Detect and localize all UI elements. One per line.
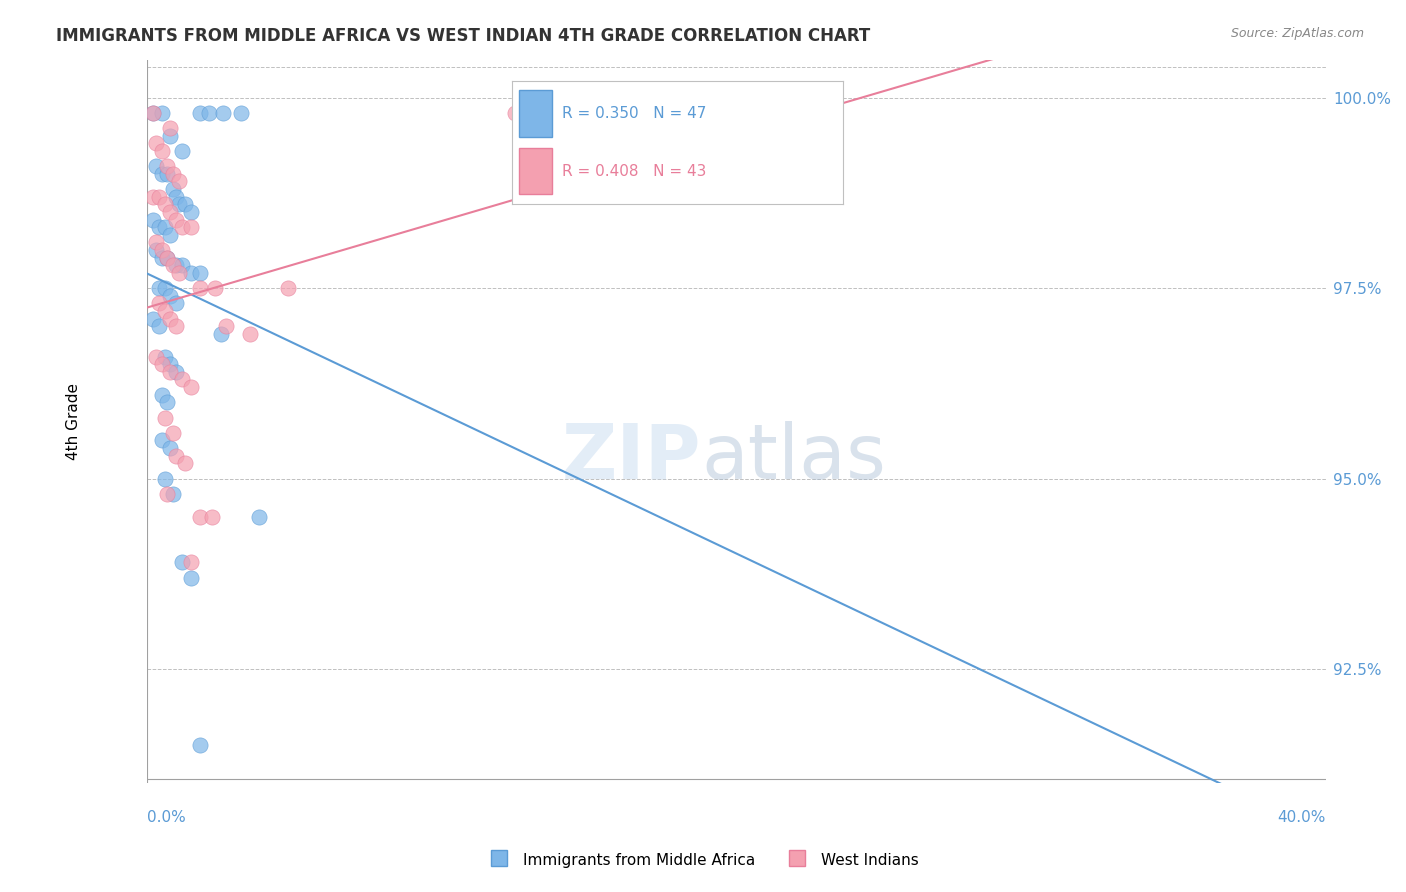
Point bbox=[142, 212, 165, 227]
Point bbox=[162, 425, 184, 440]
Point bbox=[148, 190, 170, 204]
Text: IMMIGRANTS FROM MIDDLE AFRICA VS WEST INDIAN 4TH GRADE CORRELATION CHART: IMMIGRANTS FROM MIDDLE AFRICA VS WEST IN… bbox=[56, 27, 870, 45]
Point bbox=[172, 144, 194, 158]
Point bbox=[277, 281, 299, 295]
Point bbox=[156, 159, 179, 173]
Point bbox=[145, 243, 167, 257]
Point bbox=[150, 167, 173, 181]
Point bbox=[172, 258, 194, 272]
Point bbox=[156, 487, 179, 501]
Text: 0.0%: 0.0% bbox=[146, 810, 186, 825]
Point bbox=[153, 197, 176, 211]
Point bbox=[142, 190, 165, 204]
Point bbox=[651, 121, 673, 136]
Point bbox=[150, 251, 173, 265]
Point bbox=[169, 197, 191, 211]
Point bbox=[201, 509, 224, 524]
Point bbox=[148, 281, 170, 295]
Point bbox=[153, 471, 176, 485]
Point bbox=[172, 372, 194, 386]
Point bbox=[159, 128, 181, 143]
Text: 4th Grade: 4th Grade bbox=[66, 383, 80, 460]
Point bbox=[169, 174, 191, 188]
Point bbox=[188, 266, 211, 280]
Point bbox=[247, 509, 270, 524]
Point bbox=[215, 319, 238, 334]
Point bbox=[231, 106, 253, 120]
Point bbox=[145, 350, 167, 364]
Point bbox=[204, 281, 226, 295]
Text: Source: ZipAtlas.com: Source: ZipAtlas.com bbox=[1230, 27, 1364, 40]
Point bbox=[165, 319, 187, 334]
Point bbox=[180, 266, 202, 280]
Point bbox=[150, 106, 173, 120]
Point bbox=[180, 570, 202, 584]
Point bbox=[159, 441, 181, 455]
Point bbox=[169, 266, 191, 280]
Point bbox=[142, 311, 165, 326]
Point bbox=[145, 136, 167, 151]
Point bbox=[150, 357, 173, 371]
Point bbox=[212, 106, 235, 120]
Text: atlas: atlas bbox=[702, 420, 886, 494]
Point bbox=[188, 738, 211, 752]
Point bbox=[172, 555, 194, 569]
Point bbox=[159, 357, 181, 371]
Point bbox=[239, 326, 262, 341]
Point bbox=[188, 106, 211, 120]
Point bbox=[188, 509, 211, 524]
Point bbox=[153, 281, 176, 295]
Point bbox=[148, 220, 170, 235]
Point bbox=[153, 350, 176, 364]
Point bbox=[150, 434, 173, 448]
Point bbox=[142, 106, 165, 120]
Point bbox=[162, 258, 184, 272]
Point bbox=[153, 304, 176, 318]
Point bbox=[153, 410, 176, 425]
Point bbox=[165, 296, 187, 310]
Point bbox=[159, 121, 181, 136]
Legend: Immigrants from Middle Africa, West Indians: Immigrants from Middle Africa, West Indi… bbox=[479, 844, 927, 875]
Point bbox=[172, 220, 194, 235]
Point bbox=[159, 365, 181, 379]
Point bbox=[150, 388, 173, 402]
Point bbox=[156, 395, 179, 409]
Point bbox=[148, 296, 170, 310]
Point bbox=[148, 319, 170, 334]
Point bbox=[156, 167, 179, 181]
Point bbox=[159, 311, 181, 326]
Point bbox=[174, 456, 197, 470]
Point bbox=[165, 258, 187, 272]
Point bbox=[150, 144, 173, 158]
Point bbox=[165, 212, 187, 227]
Point bbox=[165, 449, 187, 463]
Point bbox=[162, 487, 184, 501]
Point bbox=[180, 205, 202, 219]
Point bbox=[156, 251, 179, 265]
Point bbox=[162, 182, 184, 196]
Point bbox=[159, 227, 181, 242]
Point bbox=[145, 159, 167, 173]
Point bbox=[180, 220, 202, 235]
Point bbox=[188, 281, 211, 295]
Point bbox=[209, 326, 232, 341]
Point bbox=[159, 289, 181, 303]
Text: 40.0%: 40.0% bbox=[1278, 810, 1326, 825]
Point bbox=[505, 106, 527, 120]
Point bbox=[165, 365, 187, 379]
Point bbox=[156, 251, 179, 265]
Point bbox=[180, 555, 202, 569]
Point bbox=[180, 380, 202, 394]
Point bbox=[142, 106, 165, 120]
Point bbox=[165, 190, 187, 204]
Point bbox=[145, 235, 167, 250]
Point bbox=[150, 243, 173, 257]
Text: ZIP: ZIP bbox=[561, 420, 702, 494]
Point bbox=[153, 220, 176, 235]
Point bbox=[174, 197, 197, 211]
Point bbox=[197, 106, 219, 120]
Point bbox=[159, 205, 181, 219]
Point bbox=[162, 167, 184, 181]
